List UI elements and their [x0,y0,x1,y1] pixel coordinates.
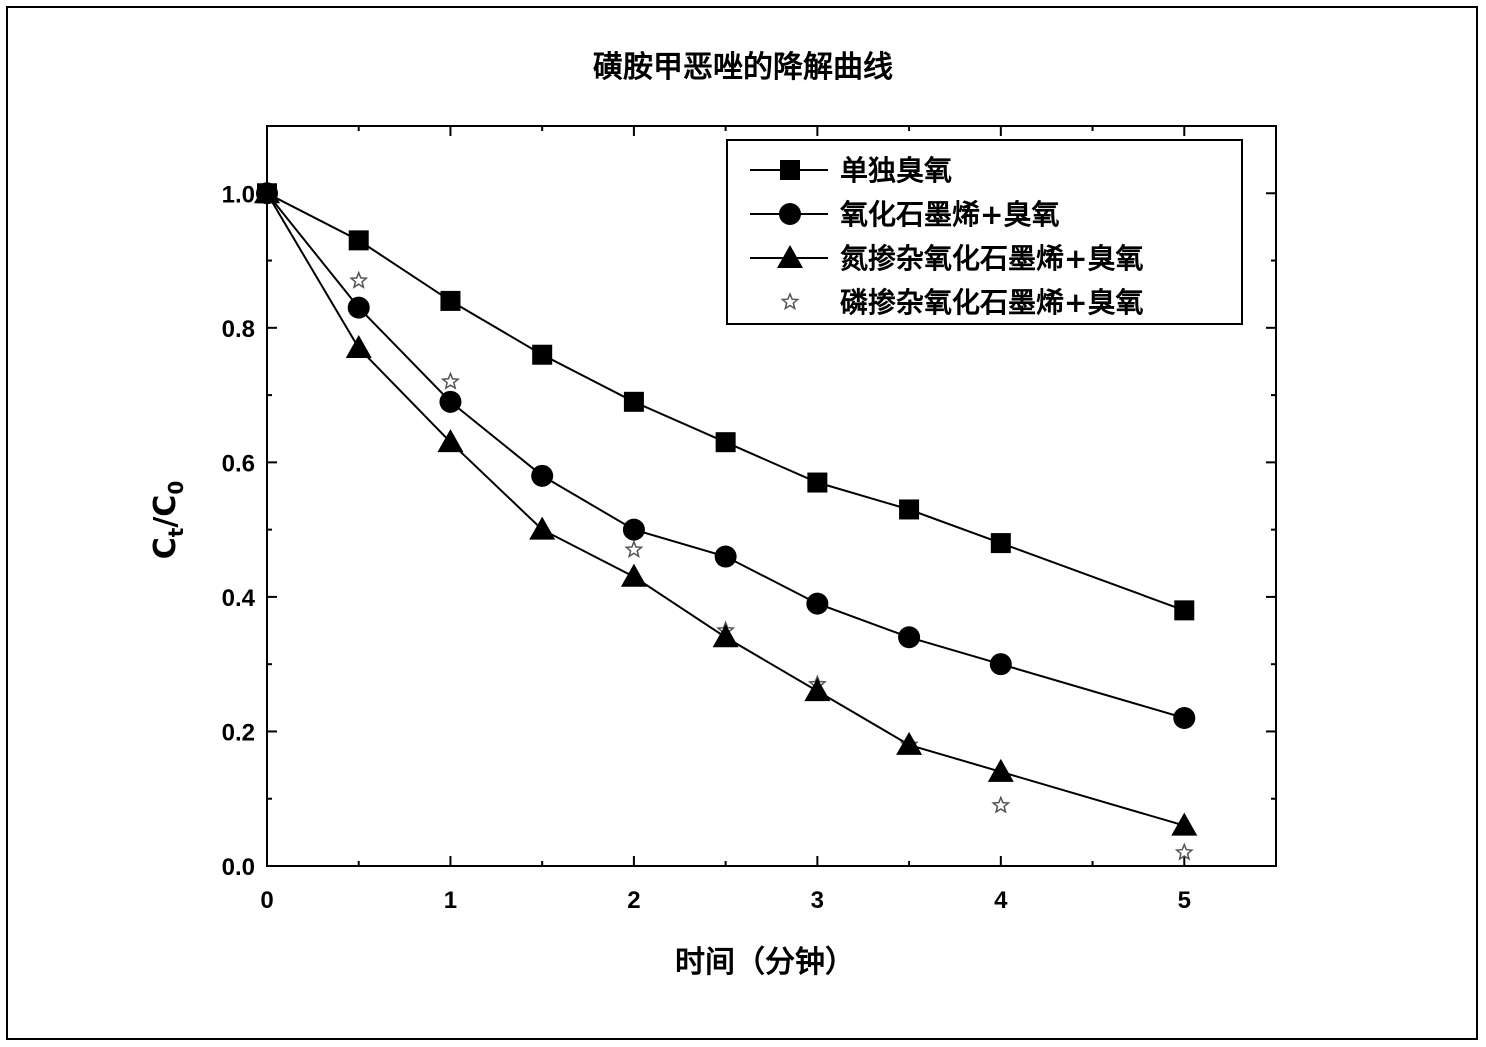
figure-frame [6,6,1478,1040]
series-3-point [437,429,464,453]
x-tick-label: 5 [1178,887,1191,914]
y-tick-label: 0.4 [222,585,256,612]
series-2-point [439,390,462,413]
series-2-point [714,545,737,568]
series-3-point [254,180,280,204]
series-4-point [624,539,644,558]
series-3-point [1171,812,1198,836]
series-3-point [987,758,1014,782]
series-2-line [266,192,1185,719]
series-1-point [348,230,369,251]
legend-item-4-marker [780,291,800,311]
y-tick-label: 1.0 [222,181,255,208]
chart-title: 磺胺甲恶唑的降解曲线 [593,50,893,85]
axes-group: 0 1 2 3 4 5 0.0 0.2 0.4 0.6 0.8 1.0 [222,125,1277,914]
series-3-line [266,192,1185,827]
series-2-point [622,518,645,541]
series-lines [266,192,1185,827]
legend-item-2-marker [779,203,801,225]
series-2-point [989,653,1012,676]
series-3-point [804,678,831,702]
legend-item-1-label: 单独臭氧 [840,154,952,187]
series-1-point [990,533,1011,554]
legend-item-3-label: 氮掺杂氧化石墨烯+臭氧 [840,242,1143,275]
series-4-point [991,795,1011,814]
y-tick-label: 0.0 [222,854,255,881]
x-tick-label: 0 [260,887,273,914]
series-3-point [896,731,923,755]
series-markers [254,180,1198,861]
series-1-point [623,391,644,412]
series-2-point [898,626,921,649]
series-2-point [1173,707,1196,729]
x-tick-label: 1 [444,887,457,914]
series-4-point [349,270,369,289]
series-1-point [440,290,461,311]
series-3-point [620,563,647,587]
y-axis-label-sub-0: 0 [164,481,188,495]
series-1-point [1174,600,1195,621]
x-tick-label: 3 [811,887,824,914]
plot-area-border [266,125,1277,867]
y-axis-label-sub-t: t [164,527,188,537]
series-3-point [712,624,739,648]
series-1-point [715,432,736,453]
series-1-point [807,472,828,493]
y-axis-label-main: C [148,537,183,559]
series-1-point [532,344,553,365]
legend-item-1-marker [780,160,800,180]
legend-item-2-label: 氧化石墨烯+臭氧 [840,198,1059,231]
series-3-point [529,516,556,540]
legend-item-4-label: 磷掺杂氧化石墨烯+臭氧 [840,286,1143,319]
y-tick-label: 0.2 [222,719,255,746]
series-3-point [345,335,372,358]
y-tick-label: 0.8 [222,316,255,343]
y-axis-label-slash: /C [148,495,183,528]
series-1-point [899,499,920,520]
x-tick-label: 4 [994,887,1008,914]
legend-item-3-marker [777,245,803,268]
x-tick-label: 2 [627,887,640,914]
series-4-point [440,371,461,390]
series-4-point [1174,842,1194,861]
series-2-point [531,464,554,487]
y-axis-label: Ct/C0 [148,481,188,560]
y-tick-label: 0.6 [222,450,255,477]
series-1-line [266,192,1185,612]
x-axis-label: 时间（分钟） [675,945,855,980]
series-2-point [347,296,370,319]
series-2-point [806,592,829,615]
